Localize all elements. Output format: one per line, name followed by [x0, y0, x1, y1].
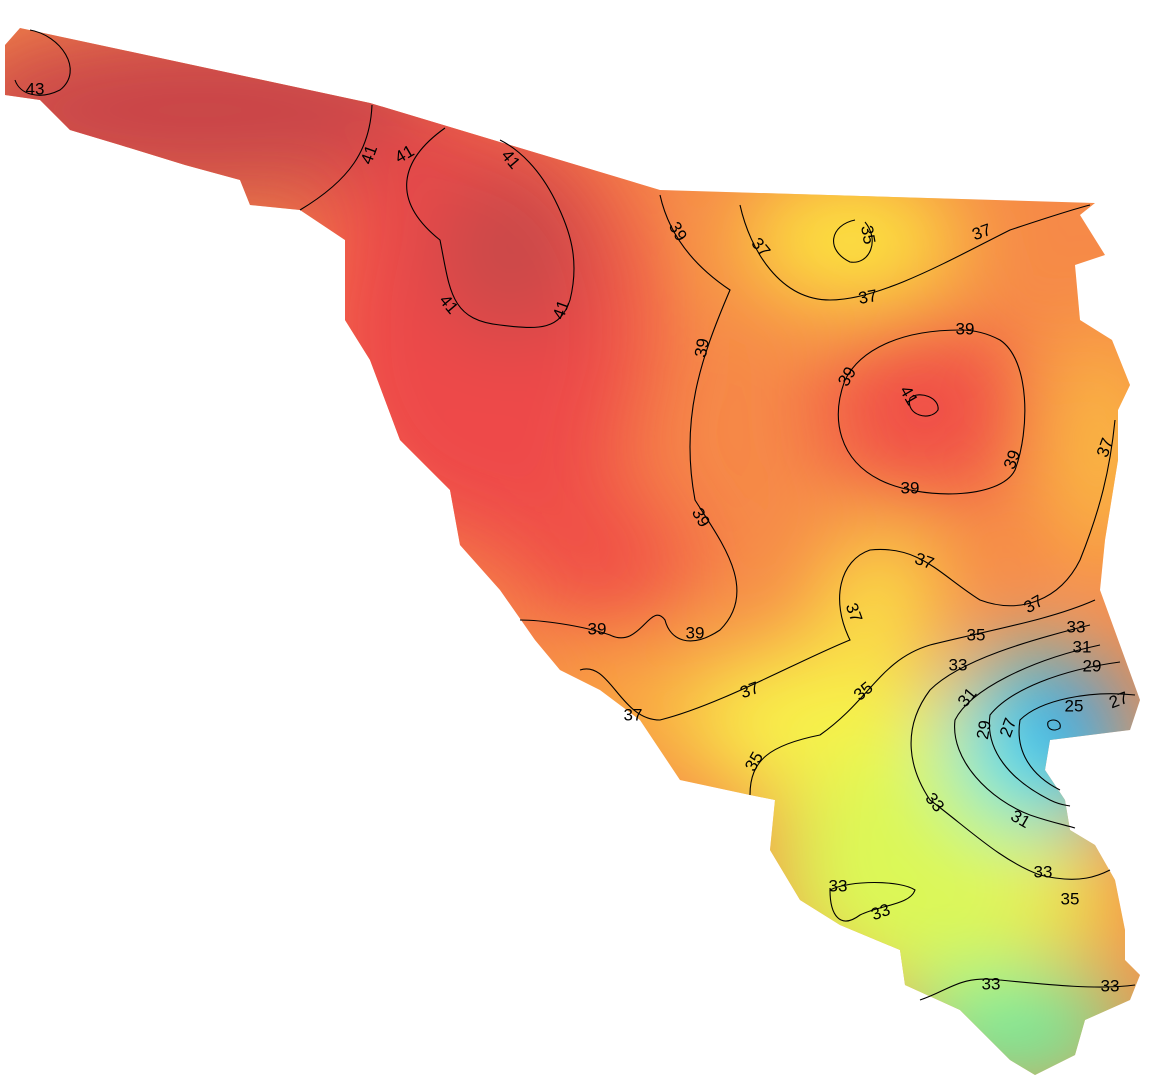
contour-label: 33: [1067, 617, 1086, 636]
contour-label: 37: [857, 286, 879, 308]
contour-label: 39: [956, 319, 975, 338]
contour-label: 33: [829, 876, 848, 895]
isolines: [14, 29, 1136, 1001]
contour-label: 39: [901, 478, 920, 497]
contour-label: 29: [1083, 656, 1102, 675]
contour-label: 35: [857, 224, 879, 246]
contour-label: 31: [1073, 637, 1092, 656]
contour-label: 39: [588, 619, 607, 638]
contour-label: 33: [1101, 976, 1120, 995]
contour-label: 39: [691, 337, 713, 359]
contour-label: 43: [26, 79, 45, 98]
contour-label: 33: [982, 974, 1001, 993]
contour-label: 37: [624, 705, 643, 724]
contour-label: 35: [967, 625, 986, 644]
contour-label: 33: [1034, 862, 1053, 881]
contour-label: 33: [949, 655, 968, 674]
contour-label: 25: [1065, 696, 1084, 715]
contour-label: 39: [686, 623, 705, 642]
contour-label: 29: [973, 719, 995, 741]
contour-label: 35: [1061, 889, 1080, 908]
